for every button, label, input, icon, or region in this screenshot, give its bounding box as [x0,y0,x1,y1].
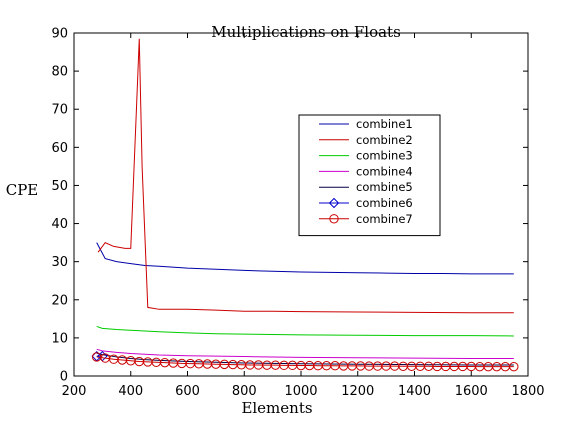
chart-title: Multiplications on Floats [211,23,401,41]
series-layer [91,38,519,372]
x-tick-label: 800 [232,384,257,399]
series-combine7 [92,352,519,372]
x-axis: 200 400 600 800 1000 1200 1400 1600 1800 [62,33,545,399]
y-tick-label: 0 [60,370,68,385]
y-tick-label: 90 [51,27,68,42]
data-point-combine6 [97,350,108,362]
legend-label: combine3 [356,149,413,163]
x-tick-label: 1800 [511,384,544,399]
series-line-combine4 [96,348,514,359]
x-tick-label: 1400 [398,384,431,399]
legend-label: combine7 [356,212,413,226]
y-tick-label: 60 [51,141,68,156]
series-combine3 [96,325,514,337]
series-line-combine3 [96,325,514,337]
series-line-combine5 [96,352,514,366]
x-tick-label: 400 [118,384,143,399]
x-tick-label: 1600 [455,384,488,399]
legend-label: combine6 [356,196,413,210]
legend-label: combine5 [356,180,413,194]
y-axis-label: CPE [6,181,39,199]
legend-label: combine1 [356,117,413,131]
series-combine5 [96,352,514,366]
series-combine4 [96,348,514,359]
series-line-combine2 [97,38,514,314]
x-tick-label: 600 [175,384,200,399]
legend-item-combine7: combine7 [319,212,413,226]
legend-item-combine4: combine4 [319,164,413,178]
y-tick-label: 70 [51,103,68,118]
y-tick-label: 40 [51,217,68,232]
legend-item-combine5: combine5 [319,180,413,194]
x-tick-label: 200 [62,384,87,399]
legend-item-combine3: combine3 [319,149,413,163]
y-tick-label: 80 [51,65,68,80]
y-tick-label: 10 [51,331,68,346]
legend-marker [329,214,339,224]
legend-label: combine2 [356,133,413,147]
legend-item-combine2: combine2 [319,133,413,147]
legend-item-combine6: combine6 [319,196,413,210]
legend-item-combine1: combine1 [319,117,413,131]
series-line-combine1 [96,242,514,275]
x-axis-label: Elements [241,399,312,417]
series-combine1 [96,242,514,275]
legend-label: combine4 [356,164,413,178]
data-point-combine7 [509,361,519,372]
x-tick-label: 1200 [341,384,374,399]
series-combine2 [97,38,514,314]
y-tick-label: 30 [51,255,68,270]
y-tick-label: 20 [51,293,68,308]
x-tick-label: 1000 [284,384,317,399]
legend-box [298,114,441,237]
y-tick-label: 50 [51,179,68,194]
y-axis: 0 10 20 30 40 50 60 70 80 90 [51,27,528,385]
legend-marker [328,197,340,209]
